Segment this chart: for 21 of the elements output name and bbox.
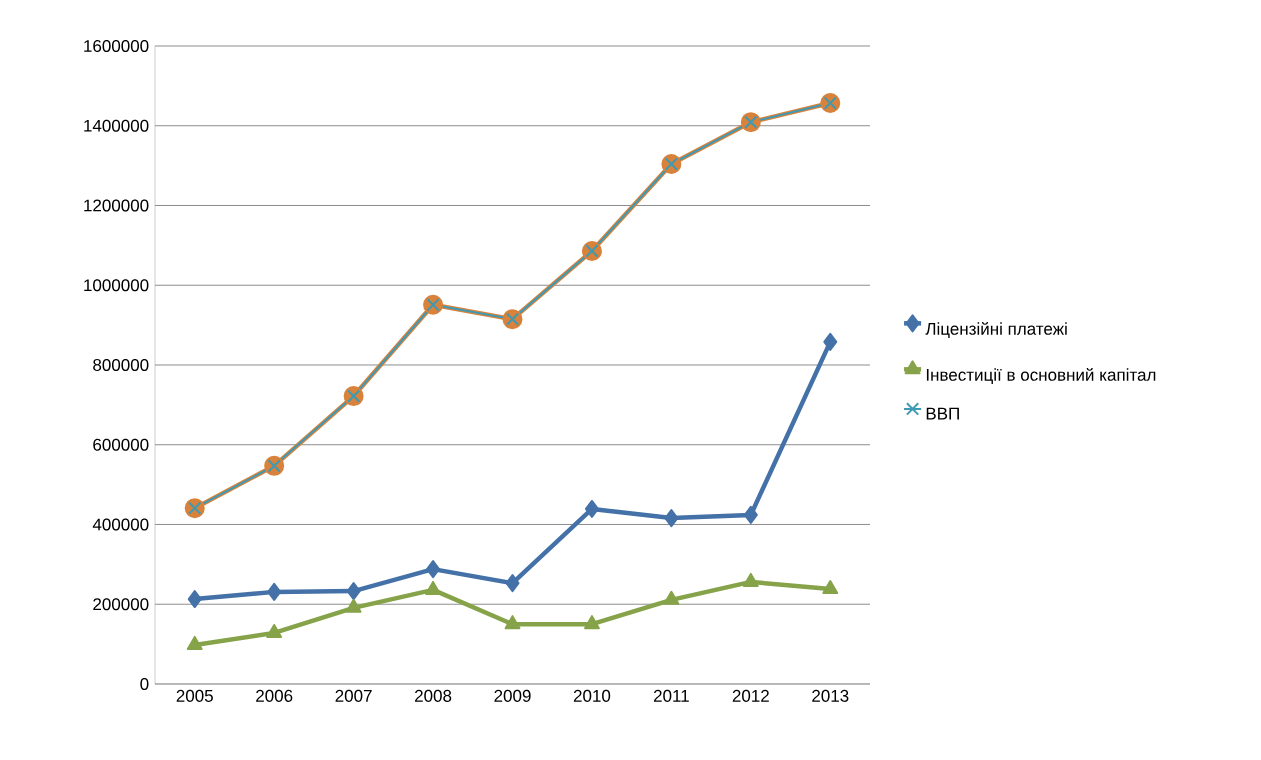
- x-tick-label: 2005: [176, 689, 213, 702]
- x-tick-label: 2010: [573, 689, 611, 702]
- x-tick-label: 2008: [415, 689, 452, 702]
- x-tick-label: 2009: [494, 689, 531, 702]
- x-tick-label: 2006: [256, 689, 293, 702]
- y-tick-label: 1000000: [84, 279, 149, 292]
- x-tick-label: 2007: [335, 689, 372, 702]
- legend-label: ВВП: [926, 407, 959, 420]
- y-tick-label: 200000: [93, 598, 149, 611]
- y-tick-label: 800000: [93, 358, 149, 372]
- x-tick-label: 2013: [812, 689, 849, 702]
- legend-label: Ліцензійні платежі: [925, 322, 1067, 339]
- y-tick-label: 400000: [92, 518, 149, 531]
- y-tick-label: 600000: [93, 438, 149, 451]
- y-tick-label: 1400000: [84, 119, 149, 132]
- x-tick-label: 2012: [732, 689, 769, 702]
- y-tick-label: 0: [140, 677, 149, 691]
- legend-label: Інвестиції в основний капітал: [926, 368, 1156, 385]
- y-tick-label: 1600000: [84, 39, 149, 53]
- x-tick-label: 2011: [653, 689, 689, 702]
- y-tick-label: 1200000: [84, 199, 149, 212]
